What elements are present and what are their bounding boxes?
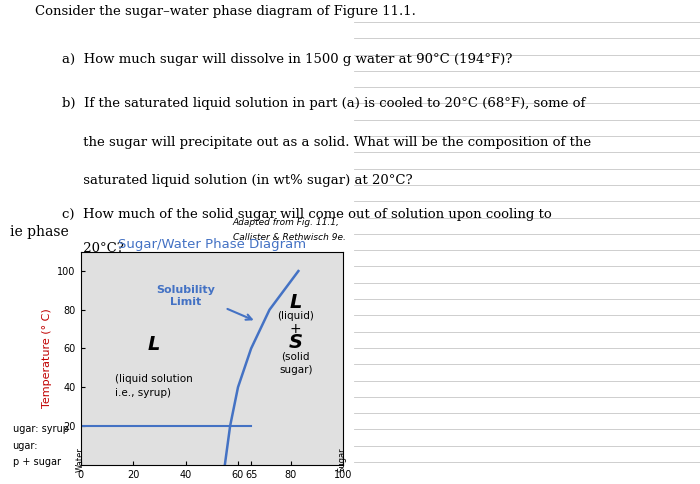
- Text: Callister & Rethwisch 9e.: Callister & Rethwisch 9e.: [232, 232, 346, 242]
- Text: Consider the sugar–water phase diagram of Figure 11.1.: Consider the sugar–water phase diagram o…: [35, 5, 416, 18]
- Text: Water: Water: [76, 447, 84, 472]
- Text: saturated liquid solution (in wt% sugar) at 20°C?: saturated liquid solution (in wt% sugar)…: [62, 174, 412, 187]
- Text: a)  How much sugar will dissolve in 1500 g water at 90°C (194°F)?: a) How much sugar will dissolve in 1500 …: [62, 53, 512, 66]
- Text: L: L: [148, 335, 160, 354]
- Text: ugar:: ugar:: [13, 441, 38, 452]
- Text: Sugar: Sugar: [337, 447, 346, 472]
- Text: sugar): sugar): [279, 365, 312, 375]
- Text: the sugar will precipitate out as a solid. What will be the composition of the: the sugar will precipitate out as a soli…: [62, 136, 591, 149]
- Text: Solubility
Limit: Solubility Limit: [156, 286, 215, 307]
- Text: c)  How much of the solid sugar will come out of solution upon cooling to: c) How much of the solid sugar will come…: [62, 208, 552, 221]
- Text: (solid: (solid: [281, 351, 310, 361]
- Text: ie phase: ie phase: [10, 225, 69, 239]
- Text: L: L: [290, 292, 302, 312]
- Text: 20°C?: 20°C?: [62, 242, 123, 255]
- Title: Sugar/Water Phase Diagram: Sugar/Water Phase Diagram: [118, 238, 306, 251]
- Text: p + sugar: p + sugar: [13, 457, 61, 468]
- Text: (liquid): (liquid): [277, 311, 314, 320]
- Text: S: S: [288, 333, 302, 352]
- Y-axis label: Temperature (° C): Temperature (° C): [42, 308, 52, 408]
- Text: b)  If the saturated liquid solution in part (a) is cooled to 20°C (68°F), some : b) If the saturated liquid solution in p…: [62, 97, 585, 110]
- Text: +: +: [290, 322, 302, 336]
- Text: Adapted from Fig. 11.1,: Adapted from Fig. 11.1,: [232, 218, 340, 227]
- Text: ugar: syrup: ugar: syrup: [13, 424, 69, 434]
- Text: (liquid solution: (liquid solution: [115, 375, 193, 384]
- Text: i.e., syrup): i.e., syrup): [115, 388, 171, 398]
